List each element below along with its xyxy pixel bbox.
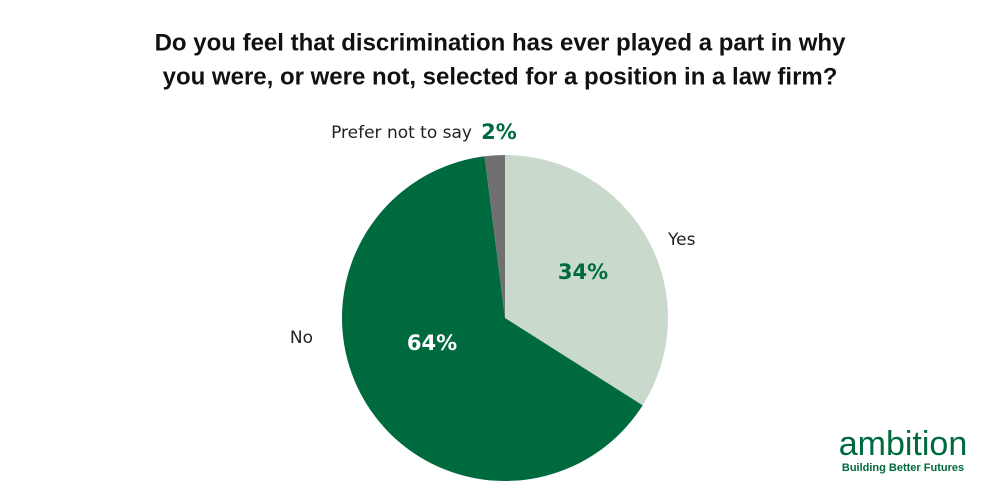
chart-title: Do you feel that discrimination has ever… bbox=[155, 29, 846, 56]
logo-name: ambition bbox=[839, 425, 968, 463]
pie-slice bbox=[484, 155, 505, 318]
value-label: 2% bbox=[481, 120, 517, 144]
logo-tagline: Building Better Futures bbox=[842, 462, 964, 474]
chart-title: you were, or were not, selected for a po… bbox=[163, 63, 838, 90]
value-label: 64% bbox=[407, 331, 457, 355]
pie-slice bbox=[341, 156, 643, 481]
pie-slice bbox=[505, 155, 668, 406]
category-label: No bbox=[290, 328, 313, 348]
category-label: Yes bbox=[667, 230, 696, 250]
category-label: Prefer not to say bbox=[331, 123, 472, 143]
value-label: 34% bbox=[558, 260, 608, 284]
